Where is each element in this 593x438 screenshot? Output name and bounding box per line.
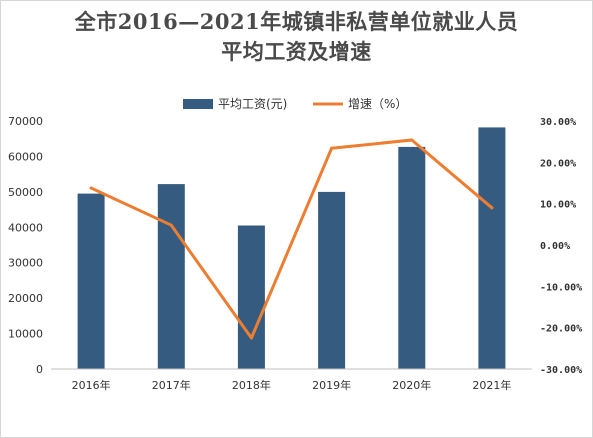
y-left-tick-label: 40000 bbox=[8, 221, 43, 234]
chart-title-line1: 全市2016—2021年城镇非私营单位就业人员 bbox=[74, 9, 519, 34]
x-axis: 2016年 2017年 2018年 2019年 2020年 2021年 bbox=[72, 378, 512, 392]
bar bbox=[398, 146, 426, 369]
growth-point bbox=[89, 186, 93, 190]
growth-point bbox=[490, 206, 494, 210]
y-right-tick-label: -30.00% bbox=[540, 365, 582, 376]
growth-point bbox=[410, 138, 414, 142]
left-axis: 0 10000 20000 30000 40000 50000 60000 70000 bbox=[8, 115, 43, 376]
bar bbox=[157, 184, 185, 369]
bar bbox=[237, 225, 265, 369]
growth-point bbox=[249, 336, 253, 340]
growth-point bbox=[169, 223, 173, 227]
growth-point bbox=[330, 146, 334, 150]
legend-label-bar: 平均工资(元) bbox=[218, 97, 287, 111]
x-tick-label: 2016年 bbox=[72, 378, 111, 392]
x-tick-label: 2017年 bbox=[152, 378, 191, 392]
line-series bbox=[89, 138, 494, 340]
y-left-tick-label: 70000 bbox=[8, 115, 43, 128]
bar-series bbox=[77, 127, 506, 370]
chart-title-line2: 平均工资及增速 bbox=[221, 39, 372, 64]
bar bbox=[318, 191, 346, 369]
y-right-tick-label: -10.00% bbox=[540, 282, 582, 293]
x-tick-label: 2021年 bbox=[472, 378, 511, 392]
y-left-tick-label: 60000 bbox=[8, 150, 43, 163]
y-right-tick-label: 10.00% bbox=[540, 200, 576, 211]
y-right-tick-label: 20.00% bbox=[540, 158, 576, 169]
legend-swatch-bar bbox=[183, 99, 213, 109]
growth-line bbox=[89, 138, 494, 340]
chart-title: 全市2016—2021年城镇非私营单位就业人员 平均工资及增速 bbox=[1, 7, 592, 67]
y-left-tick-label: 30000 bbox=[8, 257, 43, 270]
bar bbox=[478, 127, 506, 370]
legend-label-line: 增速（%） bbox=[348, 97, 407, 111]
legend: 平均工资(元) 增速（%） bbox=[183, 97, 407, 111]
y-left-tick-label: 0 bbox=[36, 363, 43, 376]
y-left-tick-label: 50000 bbox=[8, 186, 43, 199]
y-right-tick-label: -20.00% bbox=[540, 324, 582, 335]
x-tick-label: 2019年 bbox=[312, 378, 351, 392]
y-left-tick-label: 10000 bbox=[8, 328, 43, 341]
x-tick-label: 2018年 bbox=[232, 378, 271, 392]
y-right-tick-label: 0.00% bbox=[540, 241, 570, 252]
bar bbox=[77, 193, 105, 369]
y-left-tick-label: 20000 bbox=[8, 292, 43, 305]
right-axis: -30.00% -20.00% -10.00% 0.00% 10.00% 20.00% 30… bbox=[540, 117, 582, 376]
x-tick-label: 2020年 bbox=[392, 378, 431, 392]
y-right-tick-label: 30.00% bbox=[540, 117, 576, 128]
